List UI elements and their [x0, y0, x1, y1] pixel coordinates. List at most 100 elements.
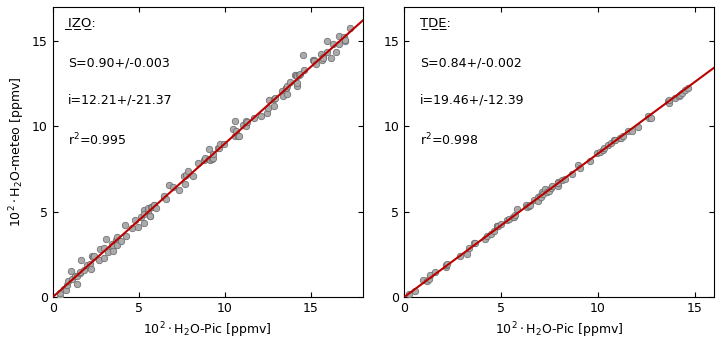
Point — [129, 218, 141, 223]
Point — [532, 198, 544, 204]
Point — [663, 98, 675, 103]
Point — [234, 133, 245, 139]
Point — [203, 146, 214, 152]
Point — [241, 119, 252, 125]
Point — [120, 233, 131, 238]
Point — [294, 71, 306, 77]
Point — [317, 54, 329, 60]
Point — [491, 223, 503, 228]
Point — [610, 137, 622, 143]
Point — [291, 74, 303, 79]
Point — [503, 217, 515, 222]
Point — [308, 57, 319, 63]
Point — [192, 160, 203, 166]
Point — [461, 252, 472, 257]
Point — [535, 194, 547, 200]
Point — [143, 205, 154, 211]
Point — [541, 189, 553, 195]
Y-axis label: $10^2\cdot$H$_2$O-meteo [ppmv]: $10^2\cdot$H$_2$O-meteo [ppmv] — [7, 77, 27, 227]
Point — [291, 83, 303, 88]
Point — [63, 279, 74, 284]
Text: r$^2$=0.995: r$^2$=0.995 — [68, 132, 127, 148]
Point — [212, 145, 224, 151]
Point — [645, 116, 657, 121]
Point — [144, 213, 156, 219]
Point — [99, 246, 110, 251]
Point — [669, 95, 681, 101]
Point — [403, 292, 415, 297]
Point — [85, 266, 97, 272]
Point — [208, 151, 219, 157]
Point — [87, 254, 98, 259]
Point — [281, 91, 293, 97]
Point — [276, 88, 288, 94]
Point — [538, 191, 549, 196]
Point — [58, 286, 70, 291]
Point — [441, 262, 452, 268]
Point — [525, 203, 536, 208]
Point — [325, 55, 337, 61]
Point — [509, 212, 521, 218]
Point — [187, 173, 199, 179]
Point — [150, 205, 162, 211]
Point — [683, 86, 694, 91]
Point — [262, 110, 273, 116]
Point — [609, 137, 620, 142]
Point — [88, 254, 99, 260]
Point — [106, 244, 118, 250]
Point — [623, 128, 634, 134]
Point — [142, 208, 154, 214]
Point — [100, 237, 112, 242]
Point — [71, 282, 83, 287]
X-axis label: $10^2\cdot$H$_2$O-Pic [ppmv]: $10^2\cdot$H$_2$O-Pic [ppmv] — [495, 321, 624, 340]
Point — [206, 156, 218, 162]
Point — [240, 124, 252, 129]
Point — [69, 273, 81, 279]
Point — [679, 87, 691, 93]
Point — [598, 145, 609, 151]
Point — [149, 203, 160, 208]
Point — [417, 277, 429, 282]
Point — [559, 176, 571, 181]
Point — [229, 119, 241, 124]
Point — [180, 172, 192, 177]
Point — [663, 100, 674, 105]
Point — [615, 135, 627, 141]
Point — [268, 103, 280, 108]
Point — [508, 214, 520, 220]
Point — [146, 204, 157, 210]
Point — [174, 187, 185, 193]
Point — [74, 270, 86, 276]
Point — [492, 223, 504, 229]
Point — [440, 264, 451, 270]
Point — [615, 135, 627, 140]
Text: i=19.46+/-12.39: i=19.46+/-12.39 — [420, 94, 524, 107]
Point — [298, 52, 309, 58]
Point — [232, 133, 244, 139]
Point — [675, 92, 686, 98]
Point — [495, 221, 507, 227]
Point — [482, 233, 493, 239]
Point — [158, 194, 169, 200]
Point — [501, 217, 513, 223]
Point — [334, 33, 345, 39]
Point — [229, 133, 241, 138]
Point — [241, 118, 252, 124]
Point — [632, 125, 644, 130]
Point — [236, 123, 248, 128]
Point — [107, 248, 119, 253]
Text: S=0.90+/-0.003: S=0.90+/-0.003 — [68, 56, 170, 69]
Point — [469, 241, 480, 246]
Point — [521, 202, 532, 208]
Point — [567, 171, 578, 177]
Point — [572, 162, 584, 168]
Point — [424, 272, 435, 278]
Point — [590, 151, 602, 156]
Point — [309, 58, 320, 63]
Point — [317, 55, 329, 61]
Point — [255, 113, 266, 119]
Point — [138, 207, 149, 212]
Point — [293, 72, 305, 77]
Point — [429, 269, 441, 274]
Point — [454, 254, 466, 259]
